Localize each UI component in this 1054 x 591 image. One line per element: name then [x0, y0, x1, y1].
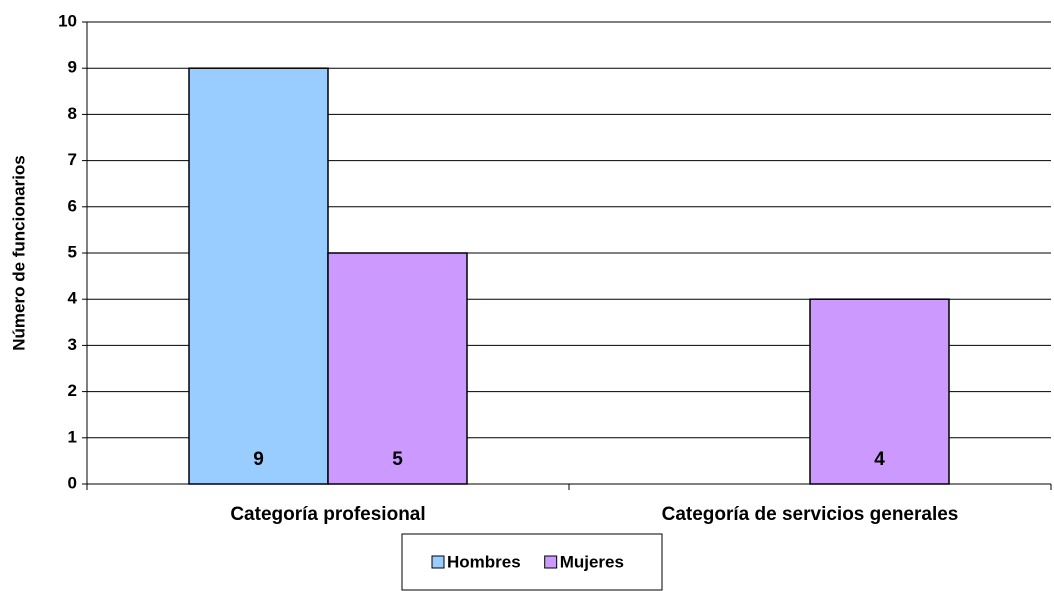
- y-tick-label: 8: [68, 104, 77, 123]
- value-label: 9: [253, 449, 264, 470]
- bar: [188, 67, 329, 485]
- x-tick-label: Categoría de servicios generales: [662, 504, 959, 525]
- legend-label: Mujeres: [560, 552, 624, 571]
- y-tick-label: 2: [68, 381, 77, 400]
- x-tick-label: Categoría profesional: [230, 504, 425, 525]
- y-tick-label: 9: [68, 58, 77, 77]
- y-tick-label: 10: [58, 11, 77, 30]
- legend-box: [401, 533, 663, 591]
- value-label: 4: [874, 449, 885, 470]
- y-tick-label: 7: [68, 150, 77, 169]
- bar: [809, 298, 950, 485]
- legend-swatch: [431, 555, 445, 569]
- y-tick-label: 3: [68, 335, 77, 354]
- y-tick-label: 1: [68, 427, 77, 446]
- legend-label: Hombres: [447, 552, 521, 571]
- value-label: 5: [392, 449, 403, 470]
- y-tick-label: 5: [68, 242, 77, 261]
- y-tick-label: 4: [68, 289, 78, 308]
- y-tick-label: 0: [68, 473, 77, 492]
- y-axis-title: Número de funcionarios: [9, 155, 28, 351]
- y-tick-label: 6: [68, 196, 77, 215]
- legend-swatch: [544, 555, 558, 569]
